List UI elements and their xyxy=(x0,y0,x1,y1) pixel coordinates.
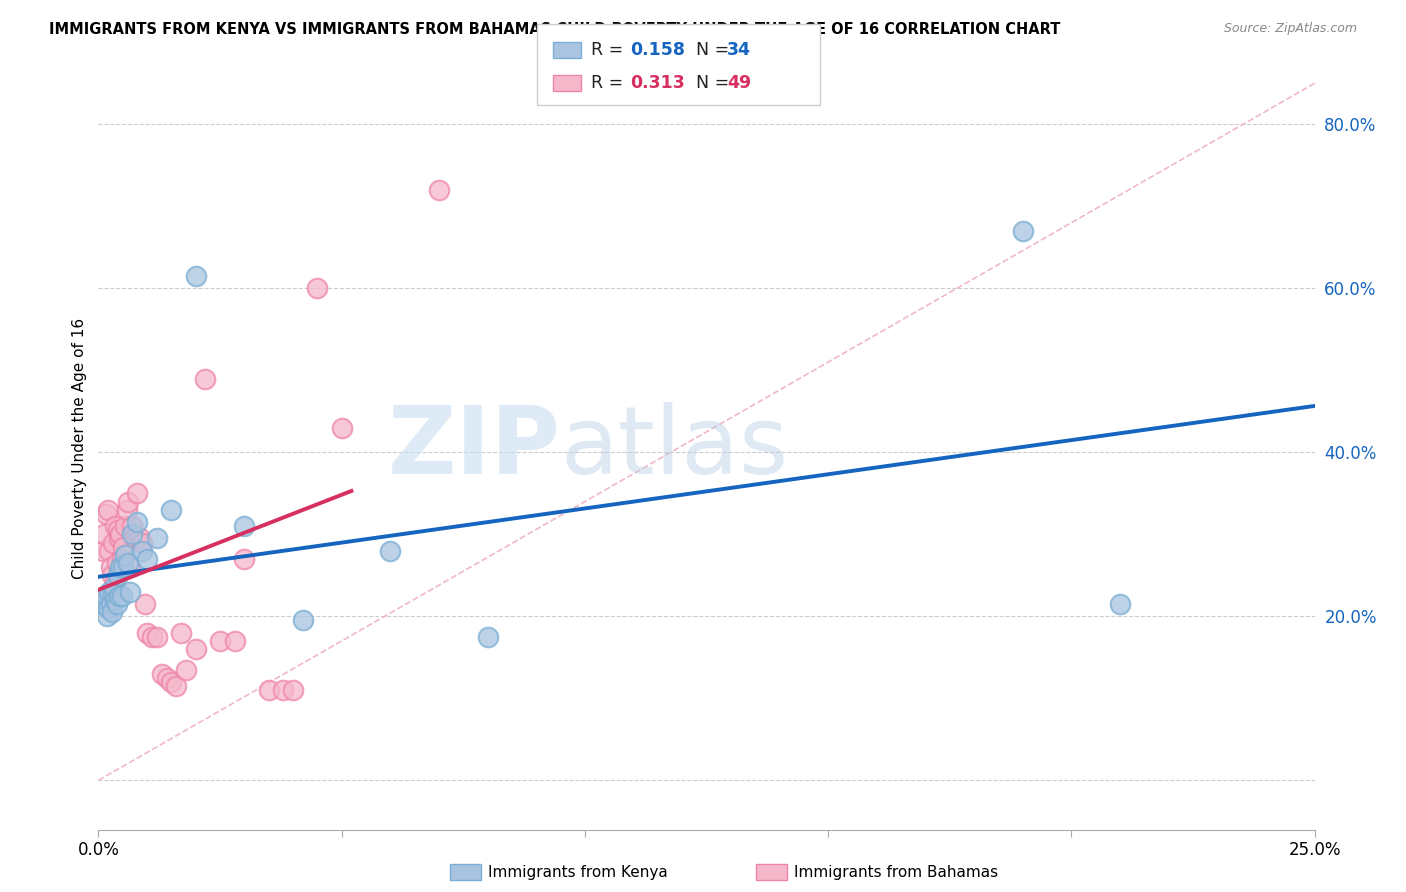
Point xyxy=(107,568,129,582)
Text: Immigrants from Kenya: Immigrants from Kenya xyxy=(488,865,668,880)
Point xyxy=(160,502,183,516)
Point xyxy=(117,494,139,508)
Point xyxy=(233,552,256,566)
Point xyxy=(110,560,132,574)
Point xyxy=(233,519,256,533)
Point xyxy=(104,593,127,607)
Point xyxy=(114,548,136,562)
Point xyxy=(1109,597,1132,611)
Point xyxy=(100,560,122,574)
Point xyxy=(98,584,121,599)
Point xyxy=(91,597,114,611)
Point xyxy=(101,568,124,582)
Point xyxy=(330,421,353,435)
Point xyxy=(91,593,114,607)
Text: 0.313: 0.313 xyxy=(630,74,685,92)
Text: 0.158: 0.158 xyxy=(630,41,685,59)
Point xyxy=(121,527,143,541)
Point xyxy=(114,519,136,533)
Point xyxy=(257,683,280,698)
Point xyxy=(96,609,118,624)
Point xyxy=(101,586,124,600)
Point xyxy=(100,597,122,611)
Point xyxy=(111,589,134,603)
Point xyxy=(150,666,173,681)
Point xyxy=(155,671,177,685)
Point xyxy=(136,552,159,566)
Point xyxy=(97,601,120,615)
Text: ZIP: ZIP xyxy=(388,402,561,494)
Text: 34: 34 xyxy=(727,41,751,59)
Point xyxy=(90,597,112,611)
Point xyxy=(110,527,132,541)
Point xyxy=(380,543,402,558)
Point xyxy=(117,556,139,570)
Point xyxy=(91,593,114,607)
Y-axis label: Child Poverty Under the Age of 16: Child Poverty Under the Age of 16 xyxy=(72,318,87,579)
Text: atlas: atlas xyxy=(561,402,789,494)
Point xyxy=(103,576,125,591)
Point xyxy=(127,486,149,500)
Point xyxy=(118,560,141,574)
Text: 49: 49 xyxy=(727,74,751,92)
Point xyxy=(105,597,128,611)
Point xyxy=(160,675,183,690)
Point xyxy=(307,281,329,295)
Point xyxy=(291,614,314,628)
Point xyxy=(108,532,131,546)
Point xyxy=(174,663,197,677)
Text: R =: R = xyxy=(591,74,628,92)
Point xyxy=(170,625,193,640)
Point xyxy=(136,625,159,640)
Point xyxy=(93,594,115,608)
Point xyxy=(97,502,120,516)
Text: N =: N = xyxy=(685,74,734,92)
Point xyxy=(121,519,143,533)
Point xyxy=(101,535,124,549)
Point xyxy=(115,502,138,516)
Point xyxy=(124,532,146,546)
Point xyxy=(131,535,153,549)
Point xyxy=(194,371,217,385)
Point xyxy=(111,552,134,566)
Point xyxy=(131,543,153,558)
Point xyxy=(209,634,232,648)
Point xyxy=(94,507,117,521)
Text: Source: ZipAtlas.com: Source: ZipAtlas.com xyxy=(1223,22,1357,36)
Point xyxy=(224,634,246,648)
Point xyxy=(98,543,121,558)
Point xyxy=(91,543,114,558)
Text: IMMIGRANTS FROM KENYA VS IMMIGRANTS FROM BAHAMAS CHILD POVERTY UNDER THE AGE OF : IMMIGRANTS FROM KENYA VS IMMIGRANTS FROM… xyxy=(49,22,1060,37)
Point xyxy=(165,679,187,693)
Point xyxy=(477,630,499,644)
Point xyxy=(96,597,118,611)
Point xyxy=(111,540,134,554)
Point xyxy=(281,683,304,698)
Point xyxy=(128,532,150,546)
Point xyxy=(427,183,450,197)
Point xyxy=(271,683,294,698)
Point xyxy=(103,581,125,595)
Point xyxy=(105,556,128,570)
Point xyxy=(146,630,169,644)
Point xyxy=(108,589,131,603)
Point xyxy=(101,605,124,619)
Text: N =: N = xyxy=(685,41,734,59)
Point xyxy=(104,519,127,533)
Point xyxy=(127,515,149,529)
Point xyxy=(134,597,156,611)
Point xyxy=(111,560,134,574)
Point xyxy=(94,589,117,603)
Text: Immigrants from Bahamas: Immigrants from Bahamas xyxy=(794,865,998,880)
Point xyxy=(107,523,129,537)
Point xyxy=(184,642,207,657)
Point xyxy=(184,268,207,283)
Point xyxy=(93,527,115,541)
Point xyxy=(146,532,169,546)
Text: R =: R = xyxy=(591,41,628,59)
Point xyxy=(1011,224,1033,238)
Point xyxy=(141,630,163,644)
Point xyxy=(118,584,141,599)
